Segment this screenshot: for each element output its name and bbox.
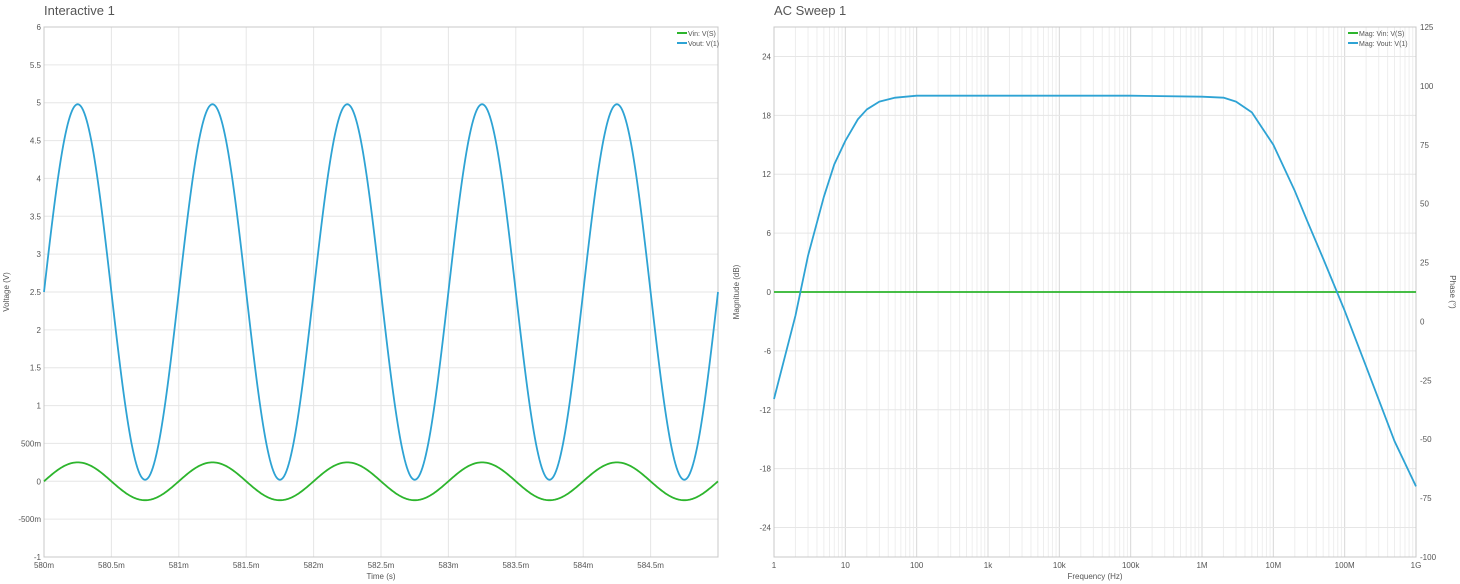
x-tick-label: 1M bbox=[1196, 561, 1207, 570]
y-tick-label: 4.5 bbox=[30, 137, 42, 146]
y2-tick-label: 0 bbox=[1420, 317, 1425, 326]
legend-label: Mag: Vout: V(1) bbox=[1359, 41, 1408, 48]
x-tick-label: 583m bbox=[438, 561, 458, 570]
y-axis-label: Voltage (V) bbox=[2, 272, 11, 312]
y2-tick-label: 25 bbox=[1420, 259, 1429, 268]
y2-tick-label: -25 bbox=[1420, 376, 1432, 385]
x-tick-label: 583.5m bbox=[502, 561, 529, 570]
x-tick-label: 100M bbox=[1335, 561, 1355, 570]
y-tick-label: 500m bbox=[21, 439, 41, 448]
y-tick-label: 6 bbox=[767, 229, 772, 238]
y-tick-label: 6 bbox=[37, 23, 42, 32]
y2-tick-label: -100 bbox=[1420, 553, 1437, 562]
x-tick-label: 10 bbox=[841, 561, 850, 570]
x-tick-label: 580m bbox=[34, 561, 54, 570]
x-tick-label: 581.5m bbox=[233, 561, 260, 570]
x-tick-label: 1 bbox=[772, 561, 777, 570]
y-tick-label: 2 bbox=[37, 326, 42, 335]
series-line-2 bbox=[43, 103, 719, 481]
transient-chart-panel: Interactive 1 6 5.5 5 4.5 4 3.5 3 2.5 2 1.5 1 500m 0… bbox=[0, 0, 730, 584]
x-tick-label: 10M bbox=[1266, 561, 1282, 570]
x-tick-label: 1k bbox=[984, 561, 993, 570]
legend-label: Mag: Vin: V(S) bbox=[1359, 31, 1404, 38]
ac-sweep-chart[interactable]: 1 10 100 1k 10k 100k 1M 10M 100M 1G 24 18 12 6 0 -6 -12 -… bbox=[730, 0, 1460, 584]
y-tick-label: 1.5 bbox=[30, 364, 42, 373]
x-tick-label: 100k bbox=[1122, 561, 1140, 570]
y-tick-label: -18 bbox=[759, 465, 771, 474]
y-tick-label: -500m bbox=[18, 515, 41, 524]
legend-label: Vout: V(1) bbox=[688, 41, 719, 48]
y2-tick-label: 100 bbox=[1420, 82, 1434, 91]
y2-tick-label: 125 bbox=[1420, 23, 1434, 32]
legend-label: Vin: V(S) bbox=[688, 31, 716, 38]
y-tick-label: 12 bbox=[762, 170, 771, 179]
x-tick-label: 581m bbox=[169, 561, 189, 570]
x-tick-label: 1G bbox=[1411, 561, 1422, 570]
y-tick-label: 4 bbox=[37, 174, 42, 183]
y-tick-label: 2.5 bbox=[30, 288, 42, 297]
x-tick-label: 584.5m bbox=[637, 561, 664, 570]
y-tick-label: 24 bbox=[762, 52, 771, 61]
ac-sweep-chart-title: AC Sweep 1 bbox=[774, 3, 847, 18]
series-line-1 bbox=[43, 461, 719, 502]
series-line-2 bbox=[773, 94, 1417, 487]
y2-axis-label: Phase (°) bbox=[1448, 275, 1457, 309]
y-tick-label: 5 bbox=[37, 99, 42, 108]
x-tick-label: 100 bbox=[910, 561, 924, 570]
y-tick-label: -12 bbox=[759, 406, 771, 415]
y-tick-label: 0 bbox=[767, 288, 772, 297]
x-axis-label: Time (s) bbox=[366, 572, 395, 581]
y-tick-label: 0 bbox=[37, 477, 42, 486]
y-tick-label: 5.5 bbox=[30, 61, 42, 70]
y-tick-label: -6 bbox=[764, 347, 772, 356]
y-tick-label: -24 bbox=[759, 524, 771, 533]
x-tick-label: 582m bbox=[304, 561, 324, 570]
y-tick-label: 1 bbox=[37, 402, 42, 411]
y-tick-label: 18 bbox=[762, 111, 771, 120]
y2-tick-label: 50 bbox=[1420, 200, 1429, 209]
x-tick-label: 580.5m bbox=[98, 561, 125, 570]
y2-tick-label: -75 bbox=[1420, 494, 1432, 503]
transient-chart-title: Interactive 1 bbox=[44, 3, 115, 18]
x-tick-label: 10k bbox=[1053, 561, 1067, 570]
x-tick-label: 582.5m bbox=[368, 561, 395, 570]
y-axis-label: Magnitude (dB) bbox=[732, 264, 741, 319]
y2-tick-label: 75 bbox=[1420, 141, 1429, 150]
x-axis-label: Frequency (Hz) bbox=[1067, 572, 1122, 581]
y-tick-label: 3.5 bbox=[30, 212, 42, 221]
y2-tick-label: -50 bbox=[1420, 435, 1432, 444]
y-tick-label: -1 bbox=[34, 553, 42, 562]
y-tick-label: 3 bbox=[37, 250, 42, 259]
ac-sweep-chart-panel: AC Sweep 1 1 10 100 1k 10k 100k 1M 10M 100M 1G 24 1… bbox=[730, 0, 1460, 584]
x-tick-label: 584m bbox=[573, 561, 593, 570]
